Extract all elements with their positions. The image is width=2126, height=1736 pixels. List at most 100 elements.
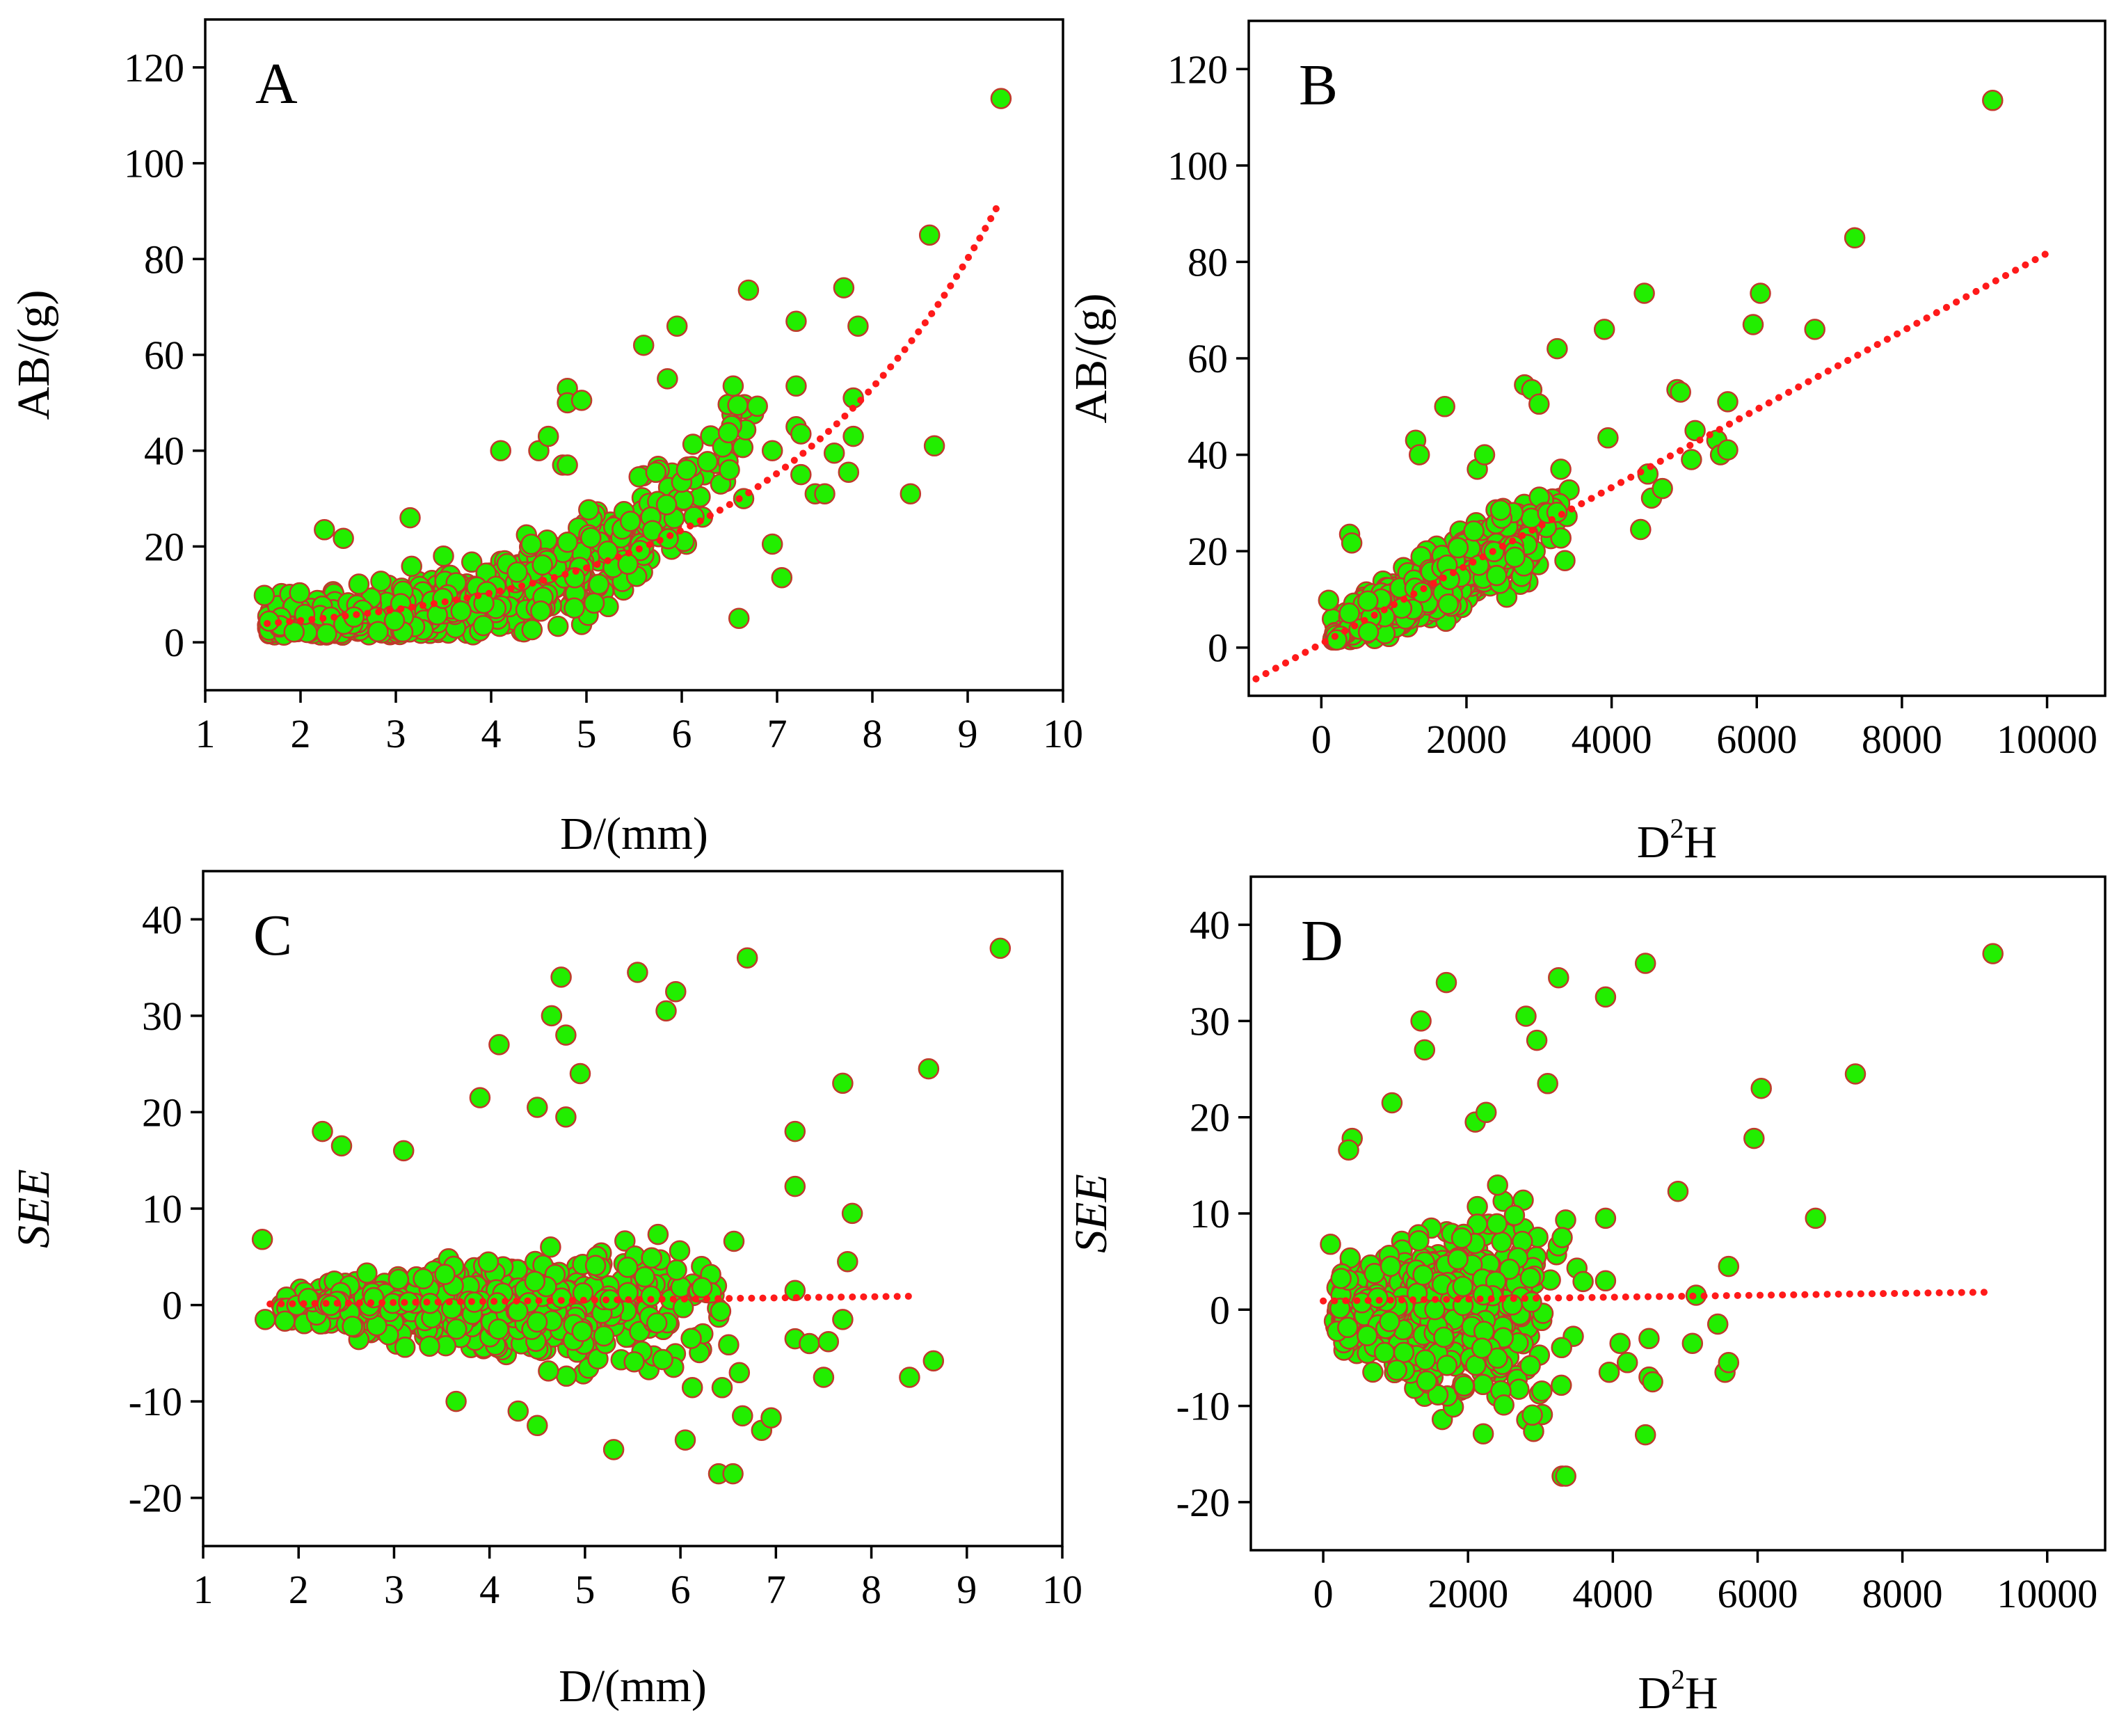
data-point-d-641	[1718, 1255, 1740, 1277]
y-axis-title-a: AB/(g)	[8, 290, 59, 420]
data-point-d-576	[1373, 1341, 1396, 1364]
data-point-a-644	[433, 545, 454, 567]
data-point-a-660	[785, 375, 807, 397]
data-point-d-642	[1743, 1127, 1765, 1149]
x-tick-label-c-3: 4	[479, 1567, 499, 1612]
y-tick-label-c-2: 0	[162, 1283, 182, 1328]
x-tick-label-c-6: 7	[766, 1567, 786, 1612]
data-point-a-257	[682, 433, 704, 455]
x-tick-label-c-8: 9	[957, 1567, 977, 1612]
data-point-d-575	[1357, 1325, 1378, 1346]
data-point-a-500	[564, 597, 585, 619]
y-tick-label-c-4: 20	[142, 1090, 182, 1135]
data-point-b-671	[1652, 477, 1673, 500]
data-point-d-651	[1642, 1371, 1663, 1393]
data-point-c-75	[614, 1230, 636, 1252]
x-tick-label-b-5: 10000	[1997, 717, 2097, 762]
data-point-d-628	[1475, 1101, 1497, 1124]
data-point-d-565	[1408, 1229, 1430, 1252]
data-point-d-606	[1379, 1311, 1400, 1332]
data-point-b-628	[1338, 602, 1360, 624]
data-point-d-503	[1572, 1271, 1594, 1293]
data-point-a-662	[790, 423, 812, 445]
data-point-a-674	[990, 88, 1012, 109]
data-point-d-591	[1380, 1255, 1402, 1277]
data-point-b-652	[1550, 459, 1572, 480]
data-point-c-613	[477, 1251, 499, 1273]
data-point-d-626	[1435, 971, 1457, 994]
data-point-d-531	[1493, 1394, 1514, 1416]
y-tick-label-c-3: 10	[142, 1186, 182, 1232]
data-point-b-635	[1357, 590, 1379, 612]
x-axis-title-c: D/(mm)	[559, 1661, 707, 1712]
data-point-c-623	[330, 1135, 353, 1157]
data-point-b-644	[1408, 444, 1430, 465]
x-tick-label-c-1: 2	[289, 1567, 309, 1612]
data-point-d-337	[1503, 1204, 1526, 1226]
data-point-b-672	[1681, 449, 1702, 470]
data-point-d-645	[1844, 1063, 1867, 1085]
data-point-a-678	[719, 459, 740, 481]
data-point-c-628	[541, 1005, 563, 1027]
data-point-b-618	[1463, 520, 1485, 542]
data-point-c-637	[784, 1120, 806, 1142]
y-tick-label-d-0: -20	[1176, 1480, 1230, 1525]
data-point-c-636	[736, 947, 758, 969]
data-point-a-593	[289, 582, 310, 604]
panel-label-d: D	[1301, 909, 1343, 973]
data-point-a-613	[316, 623, 337, 645]
data-point-c-629	[550, 966, 572, 988]
data-point-a-673	[923, 435, 945, 457]
x-tick-label-a-2: 3	[386, 711, 406, 756]
data-point-d-618	[1412, 1264, 1434, 1286]
data-point-d-268	[1466, 1195, 1488, 1218]
data-point-a-527	[348, 573, 370, 595]
data-point-d-646	[1982, 943, 2004, 964]
data-point-d-638	[1707, 1313, 1729, 1335]
data-point-b-632	[1447, 537, 1469, 559]
data-point-c-639	[832, 1072, 854, 1094]
data-point-d-623	[1381, 1092, 1403, 1114]
data-point-c-656	[674, 1429, 696, 1451]
x-tick-label-a-7: 8	[863, 711, 883, 756]
data-point-a-665	[838, 461, 860, 483]
x-tick-label-a-1: 2	[291, 711, 311, 756]
data-point-a-649	[557, 454, 578, 476]
data-point-a-645	[490, 440, 511, 461]
data-point-b-667	[1630, 518, 1652, 541]
panel-c-scatter: 1 2 3 4 5 6 7 8 9 10 -20 -10 0 10 20 30 40 D/(mm) SEE C	[8, 870, 1082, 1712]
data-point-a-655	[666, 315, 688, 337]
data-point-b-640	[1318, 589, 1340, 612]
data-point-b-651	[1546, 337, 1568, 360]
y-tick-label-b-2: 40	[1188, 433, 1228, 478]
data-point-b-624	[1554, 550, 1576, 571]
data-point-d-625	[1414, 1039, 1436, 1061]
y-tick-label-a-0: 0	[164, 620, 184, 665]
data-point-c-593	[419, 1335, 440, 1357]
data-point-c-631	[555, 1106, 577, 1128]
data-point-c-552	[356, 1262, 378, 1284]
y-tick-label-a-5: 100	[124, 141, 184, 186]
data-point-b-645	[1434, 396, 1455, 417]
points-c	[251, 937, 1012, 1485]
data-point-c-625	[469, 1087, 491, 1108]
data-point-c-632	[569, 1062, 591, 1085]
data-point-d-637	[1681, 1332, 1704, 1354]
y-tick-label-c-5: 30	[142, 994, 182, 1039]
data-point-d-157	[1551, 1374, 1572, 1396]
data-point-c-657	[602, 1439, 625, 1460]
y-tick-label-d-5: 30	[1190, 998, 1230, 1044]
data-point-a-625	[283, 621, 305, 643]
data-point-c-635	[665, 980, 687, 1003]
data-point-d-431	[1508, 1378, 1530, 1400]
data-point-c-640	[841, 1202, 863, 1225]
data-point-c-509	[718, 1334, 740, 1356]
data-point-d-472	[1472, 1373, 1494, 1396]
y-tick-label-d-6: 40	[1190, 902, 1230, 948]
data-point-b-653	[1593, 319, 1615, 340]
y-tick-label-d-1: -10	[1176, 1384, 1230, 1429]
data-point-a-643	[399, 507, 421, 529]
data-point-c-129	[669, 1240, 691, 1261]
